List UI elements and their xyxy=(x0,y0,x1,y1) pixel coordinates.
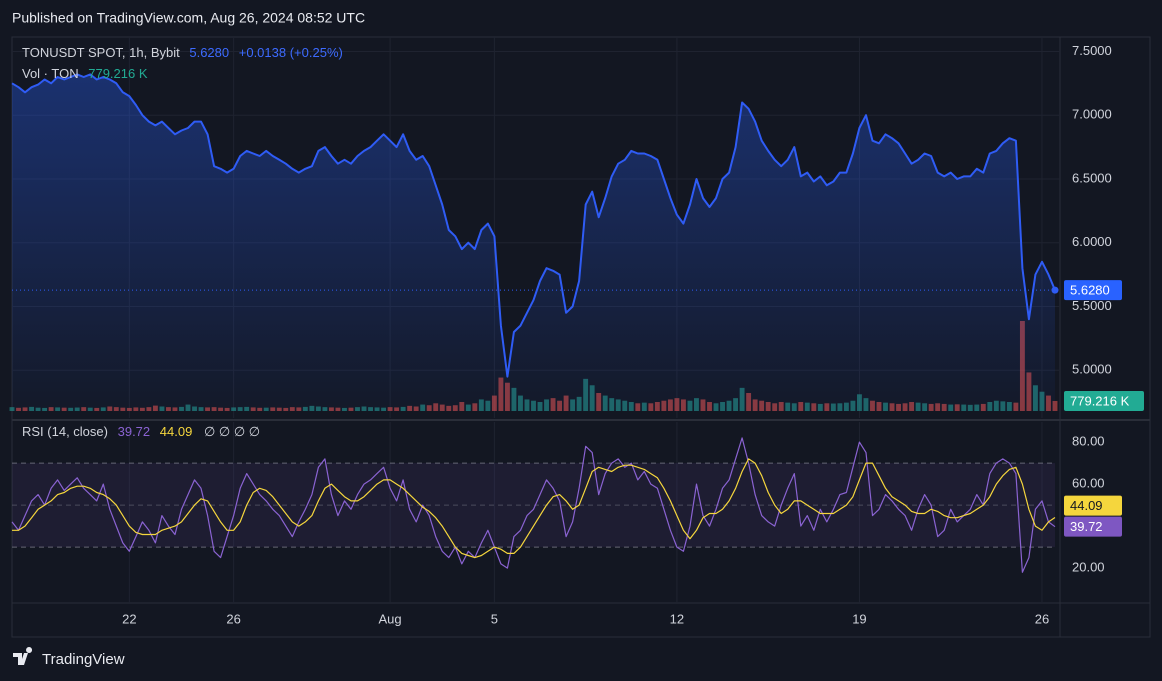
y-tick-label: 7.5000 xyxy=(1072,43,1112,58)
rsi-ma-last: 44.09 xyxy=(160,424,193,439)
x-tick-label: 22 xyxy=(122,611,136,626)
x-tick-label: Aug xyxy=(379,611,402,626)
symbol-title: TONUSDT SPOT, 1h, Bybit xyxy=(22,45,180,60)
rsi-title: RSI (14, close) xyxy=(22,424,108,439)
price-line xyxy=(11,73,1056,378)
rsi-legend: RSI (14, close) 39.72 44.09 ∅ ∅ ∅ ∅ xyxy=(22,424,260,439)
volume-title: Vol · TON xyxy=(22,66,79,81)
rsi-label-box xyxy=(1064,516,1122,537)
x-tick-label: 26 xyxy=(226,611,240,626)
rsi-line xyxy=(11,437,1056,573)
x-tick-label: 5 xyxy=(491,611,498,626)
volume-last: 779.216 K xyxy=(88,66,148,81)
rsi-label: 39.72 xyxy=(1070,519,1103,534)
y-tick-label: 6.5000 xyxy=(1072,170,1112,185)
rsi-tick-label: 20.00 xyxy=(1072,560,1105,575)
rsi-tick-label: 60.00 xyxy=(1072,476,1105,491)
rsi-extra: ∅ ∅ ∅ ∅ xyxy=(204,424,260,439)
brand-logo xyxy=(13,647,33,665)
rsi-ma-label-box xyxy=(1064,495,1122,516)
rsi-tick-label: 80.00 xyxy=(1072,434,1105,449)
x-tick-label: 19 xyxy=(852,611,866,626)
y-tick-label: 7.0000 xyxy=(1072,107,1112,122)
price-legend: TONUSDT SPOT, 1h, Bybit 5.6280 +0.0138 (… xyxy=(22,45,343,60)
price-change: +0.0138 (+0.25%) xyxy=(239,45,343,60)
price-label: 5.6280 xyxy=(1070,283,1110,298)
published-note: Published on TradingView.com, Aug 26, 20… xyxy=(12,10,365,26)
price-area xyxy=(12,74,1055,412)
x-tick-label: 12 xyxy=(670,611,684,626)
volume-legend: Vol · TON 779.216 K xyxy=(22,66,148,81)
price-label-box xyxy=(1064,280,1122,301)
volume-label: 779.216 K xyxy=(1070,393,1130,408)
last-price: 5.6280 xyxy=(189,45,229,60)
y-tick-label: 5.5000 xyxy=(1072,298,1112,313)
y-tick-label: 6.0000 xyxy=(1072,234,1112,249)
brand: TradingView xyxy=(42,651,125,668)
y-tick-label: 5.0000 xyxy=(1072,362,1112,377)
last-price-dot xyxy=(1051,286,1059,294)
x-tick-label: 26 xyxy=(1035,611,1049,626)
rsi-ma-label: 44.09 xyxy=(1070,498,1103,513)
rsi-line xyxy=(12,458,1056,559)
rsi-last: 39.72 xyxy=(118,424,151,439)
volume-label-box xyxy=(1064,391,1144,411)
